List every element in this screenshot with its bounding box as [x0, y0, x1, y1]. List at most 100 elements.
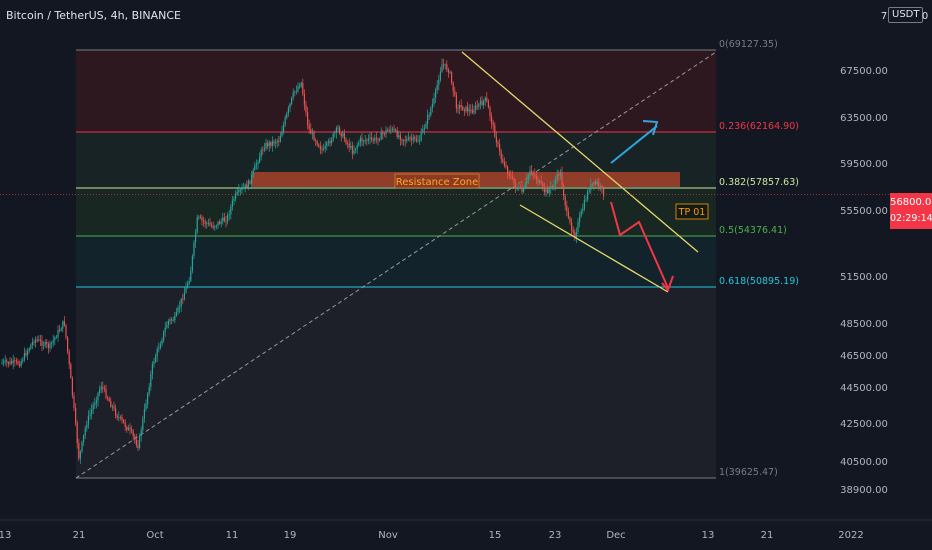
candle-body	[255, 163, 257, 166]
candle-body	[303, 93, 305, 105]
candle-body	[215, 225, 217, 227]
candle-body	[511, 176, 513, 178]
candle-body	[510, 175, 512, 177]
candle-body	[438, 80, 440, 85]
candle-body	[571, 222, 573, 231]
candle-body	[523, 188, 525, 192]
candle-body	[407, 137, 409, 140]
candle-body	[417, 140, 419, 142]
candle-body	[343, 133, 345, 139]
candle-body	[415, 138, 417, 141]
candle-body	[19, 364, 21, 366]
candle-body	[25, 353, 27, 356]
candle-body	[273, 141, 275, 144]
candle-body	[377, 138, 379, 141]
candle-body	[427, 115, 429, 125]
current-price-value: 56800.01	[890, 197, 932, 208]
candle-body	[81, 441, 83, 452]
candle-body	[423, 127, 425, 130]
candle-body	[473, 110, 475, 113]
candle-body	[335, 128, 337, 133]
candle-body	[502, 158, 504, 163]
candle-body	[220, 221, 222, 224]
price-tick: 59500.00	[840, 159, 888, 170]
candle-body	[513, 177, 515, 184]
candle-body	[566, 205, 568, 212]
candle-body	[12, 360, 14, 364]
fib-label-0.382: 0.382(57857.63)	[719, 177, 799, 188]
candle-body	[55, 337, 57, 339]
candle-body	[284, 117, 286, 125]
candle-body	[585, 199, 587, 201]
candle-body	[529, 170, 531, 176]
candle-body	[318, 144, 320, 147]
candle-body	[468, 109, 470, 112]
candle-body	[311, 132, 313, 134]
current-price-tag: 56800.01 02:29:14	[890, 193, 932, 229]
candle-body	[199, 216, 201, 218]
candle-body	[449, 72, 451, 73]
time-tick: 11	[226, 530, 239, 541]
candle-body	[283, 124, 285, 132]
candle-body	[420, 132, 422, 141]
candle-body	[300, 82, 302, 87]
candle-body	[332, 133, 334, 141]
candle-body	[299, 86, 301, 88]
candle-body	[503, 162, 505, 167]
candle-body	[460, 105, 462, 107]
candle-body	[196, 217, 198, 233]
time-tick: 15	[489, 530, 502, 541]
time-tick: 19	[284, 530, 297, 541]
candle-body	[108, 398, 110, 402]
bearish-arrowhead	[661, 275, 674, 292]
fib-band	[76, 188, 716, 236]
candle-body	[163, 331, 165, 341]
candle-body	[339, 127, 341, 134]
candle-body	[158, 348, 160, 350]
candle-body	[115, 408, 117, 416]
currency-button[interactable]: USDT	[888, 7, 924, 23]
candle-body	[396, 130, 398, 138]
candle-body	[569, 217, 571, 223]
candle-body	[446, 64, 448, 70]
candle-body	[564, 195, 566, 206]
candle-body	[340, 133, 342, 137]
candle-body	[254, 165, 256, 170]
candle-body	[603, 188, 605, 197]
candle-body	[263, 148, 265, 151]
candle-body	[36, 339, 38, 341]
candle-body	[239, 189, 241, 191]
candle-body	[188, 280, 190, 284]
candle-body	[230, 206, 232, 215]
candle-body	[583, 200, 585, 209]
candle-body	[54, 337, 56, 341]
candle-body	[30, 344, 32, 349]
candle-body	[479, 100, 481, 105]
candle-body	[495, 136, 497, 143]
candle-body	[191, 255, 193, 271]
candle-body	[270, 142, 272, 146]
top-price-digit-2: 0	[922, 11, 928, 22]
candle-body	[487, 100, 489, 108]
candle-body	[134, 435, 136, 440]
candle-body	[180, 299, 182, 307]
candle-body	[315, 140, 317, 142]
candle-body	[39, 339, 41, 341]
candle-body	[148, 387, 150, 394]
candle-body	[382, 132, 384, 134]
candle-body	[519, 187, 521, 188]
candle-body	[75, 408, 77, 424]
resistance-zone-label: Resistance Zone	[396, 177, 479, 188]
time-tick: Nov	[378, 530, 398, 541]
candle-body	[175, 311, 177, 316]
candle-body	[463, 109, 465, 112]
candle-body	[548, 189, 550, 194]
candle-body	[497, 142, 499, 145]
candle-body	[187, 283, 189, 287]
candle-body	[31, 342, 33, 345]
candle-body	[507, 166, 509, 174]
candle-body	[516, 188, 518, 190]
candle-body	[70, 364, 72, 378]
candle-body	[334, 132, 336, 134]
